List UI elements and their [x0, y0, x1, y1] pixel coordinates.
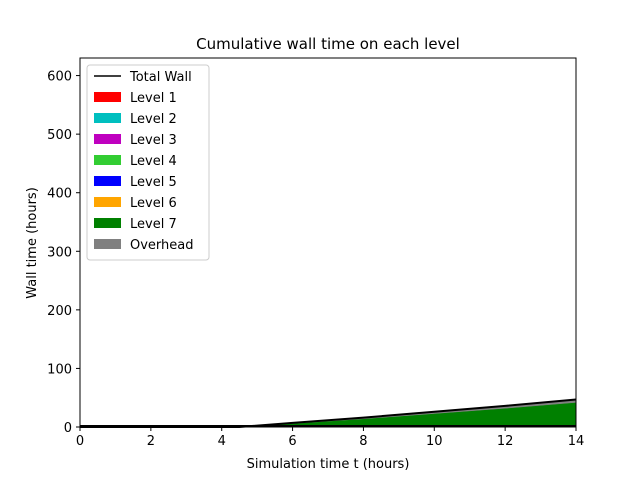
y-tick-label: 200: [47, 304, 72, 319]
legend-label-level-1: Level 1: [130, 91, 177, 106]
legend-swatch-overhead: [94, 239, 121, 249]
legend-label-level-3: Level 3: [130, 133, 177, 148]
y-tick-label: 600: [47, 70, 72, 85]
legend-label-level-2: Level 2: [130, 112, 177, 127]
plot-area: 0 2 4 6 8 10 12 14 0 100 200 300 400 500 600: [47, 57, 585, 449]
legend-swatch-level-5: [94, 176, 121, 186]
y-axis-label: Wall time (hours): [25, 187, 40, 299]
legend-swatch-level-3: [94, 134, 121, 144]
legend-swatch-level-7: [94, 218, 121, 228]
y-tick-label: 500: [47, 128, 72, 143]
legend-label-level-4: Level 4: [130, 154, 177, 169]
legend-label-level-5: Level 5: [130, 175, 177, 190]
legend-swatch-level-2: [94, 113, 121, 123]
y-tick-label: 300: [47, 245, 72, 260]
x-tick-label: 10: [426, 434, 443, 449]
legend-swatch-level-6: [94, 197, 121, 207]
legend-label-overhead: Overhead: [130, 238, 194, 253]
x-tick-label: 2: [147, 434, 155, 449]
x-tick-label: 0: [76, 434, 84, 449]
legend-swatch-level-4: [94, 155, 121, 165]
legend-label-level-6: Level 6: [130, 196, 177, 211]
legend-label-total-wall: Total Wall: [129, 70, 192, 85]
y-tick-label: 400: [47, 187, 72, 202]
x-tick-label: 6: [288, 434, 296, 449]
legend-label-level-7: Level 7: [130, 217, 177, 232]
legend: Total Wall Level 1 Level 2 Level 3 Level 4 Le…: [86, 64, 210, 261]
y-tick-label: 100: [47, 362, 72, 377]
x-tick-label: 14: [568, 434, 585, 449]
y-tick-label: 0: [64, 421, 72, 436]
x-tick-label: 8: [359, 434, 367, 449]
legend-swatch-level-1: [94, 92, 121, 102]
x-tick-label: 12: [497, 434, 514, 449]
chart-title: Cumulative wall time on each level: [196, 35, 460, 53]
axes-frame: [79, 57, 577, 428]
x-axis-label: Simulation time t (hours): [247, 457, 410, 472]
x-tick-label: 4: [218, 434, 226, 449]
